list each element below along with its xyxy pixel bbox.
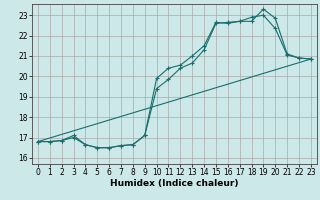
X-axis label: Humidex (Indice chaleur): Humidex (Indice chaleur) <box>110 179 239 188</box>
